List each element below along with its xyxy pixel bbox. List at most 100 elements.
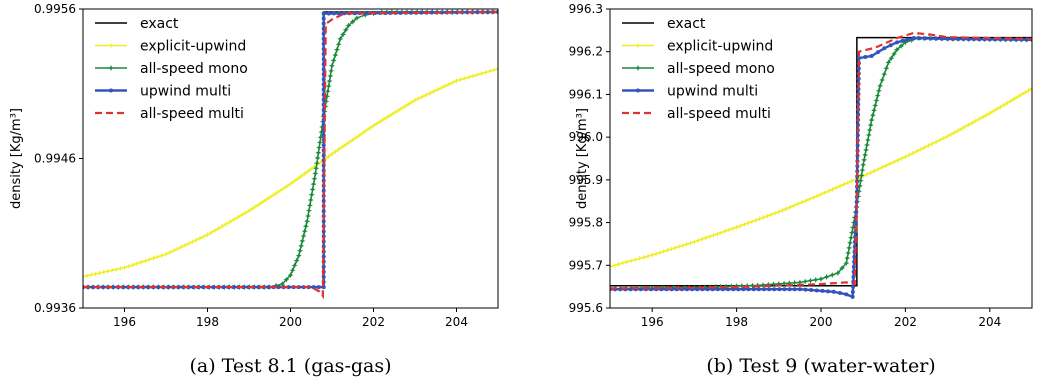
legend-label-all-speed-multi: all-speed multi	[667, 106, 771, 122]
series-marker-all-speed-mono	[864, 136, 871, 143]
series-marker-upwind-multi	[398, 10, 403, 15]
series-marker-explicit-upwind	[849, 178, 854, 184]
series-marker-upwind-multi	[767, 287, 772, 292]
series-marker-upwind-multi	[863, 55, 868, 60]
series-marker-upwind-multi	[856, 56, 861, 61]
series-marker-all-speed-mono	[770, 281, 777, 288]
series-marker-explicit-upwind	[147, 257, 152, 262]
series-marker-all-speed-mono	[313, 160, 320, 167]
series-marker-explicit-upwind	[837, 183, 843, 189]
series-marker-all-speed-mono	[874, 92, 881, 99]
series-marker-explicit-upwind	[780, 208, 785, 213]
series-marker-explicit-upwind	[420, 94, 425, 99]
series-marker-upwind-multi	[316, 285, 321, 290]
series-marker-explicit-upwind	[126, 264, 131, 269]
series-marker-all-speed-mono	[856, 182, 863, 189]
series-marker-explicit-upwind	[962, 124, 968, 129]
series-marker-all-speed-mono	[786, 280, 793, 287]
series-marker-upwind-multi	[331, 11, 336, 16]
series-marker-explicit-upwind	[680, 243, 686, 248]
series-marker-upwind-multi	[820, 288, 825, 293]
series-marker-explicit-upwind	[178, 244, 184, 250]
series-marker-explicit-upwind	[97, 270, 102, 276]
series-marker-explicit-upwind	[239, 212, 244, 218]
series-marker-explicit-upwind	[205, 232, 210, 237]
series-marker-upwind-multi	[772, 287, 777, 292]
series-marker-explicit-upwind	[807, 196, 812, 202]
series-marker-all-speed-mono	[872, 102, 879, 109]
series-marker-all-speed-mono	[670, 284, 677, 291]
series-marker-explicit-upwind	[336, 147, 342, 152]
series-marker-explicit-upwind	[193, 237, 199, 243]
series-marker-explicit-upwind	[167, 250, 172, 255]
series-marker-explicit-upwind	[466, 74, 472, 80]
series-marker-upwind-multi	[814, 288, 819, 293]
series-marker-all-speed-mono	[325, 83, 332, 90]
series-marker-explicit-upwind	[114, 267, 119, 272]
series-marker-explicit-upwind	[991, 108, 996, 114]
series-marker-all-speed-mono	[332, 52, 339, 59]
series-marker-explicit-upwind	[163, 251, 169, 257]
figure-caption: (b) Test 9 (water-water)	[706, 355, 935, 377]
series-marker-explicit-upwind	[884, 163, 889, 168]
series-marker-explicit-upwind	[822, 190, 828, 195]
series-marker-explicit-upwind	[1001, 102, 1007, 108]
series-marker-upwind-multi	[321, 77, 326, 82]
series-marker-explicit-upwind	[872, 168, 877, 173]
series-marker-all-speed-mono	[307, 197, 314, 204]
series-marker-upwind-multi	[782, 287, 787, 292]
plot-area	[610, 31, 1032, 299]
series-marker-all-speed-mono	[323, 98, 330, 105]
series-marker-all-speed-mono	[310, 181, 317, 188]
series-marker-explicit-upwind	[980, 114, 985, 120]
series-marker-explicit-upwind	[650, 252, 655, 258]
x-tick-label: 204	[445, 315, 468, 329]
series-marker-all-speed-mono	[330, 57, 337, 64]
series-marker-explicit-upwind	[83, 274, 86, 279]
series-marker-explicit-upwind	[357, 132, 362, 138]
series-marker-explicit-upwind	[994, 106, 1000, 112]
series-marker-all-speed-mono	[860, 161, 867, 168]
series-marker-upwind-multi	[321, 21, 326, 26]
series-marker-explicit-upwind	[333, 149, 338, 154]
series-marker-explicit-upwind	[722, 229, 728, 234]
series-marker-upwind-multi	[900, 38, 905, 43]
series-marker-all-speed-mono	[289, 267, 296, 274]
series-marker-all-speed-mono	[855, 188, 862, 195]
series-marker-all-speed-mono	[859, 167, 866, 174]
series-marker-explicit-upwind	[427, 90, 433, 96]
series-marker-all-speed-mono	[879, 77, 886, 84]
series-marker-upwind-multi	[736, 287, 741, 292]
series-marker-explicit-upwind	[661, 249, 666, 254]
series-marker-explicit-upwind	[703, 235, 709, 241]
series-marker-explicit-upwind	[159, 253, 165, 258]
series-marker-upwind-multi	[101, 285, 106, 290]
legend-label-all-speed-mono: all-speed mono	[667, 61, 775, 77]
series-marker-upwind-multi	[934, 36, 939, 41]
series-marker-explicit-upwind	[431, 89, 437, 94]
series-marker-all-speed-mono	[324, 93, 331, 100]
series-marker-explicit-upwind	[738, 223, 743, 229]
series-marker-upwind-multi	[854, 199, 859, 204]
x-tick-label: 198	[196, 315, 219, 329]
series-marker-upwind-multi	[321, 198, 326, 203]
series-marker-all-speed-mono	[759, 281, 766, 288]
legend-label-upwind-multi: upwind multi	[140, 84, 231, 100]
series-marker-explicit-upwind	[93, 271, 98, 277]
series-marker-explicit-upwind	[216, 226, 222, 231]
series-marker-explicit-upwind	[895, 158, 900, 163]
series-marker-all-speed-mono	[316, 139, 323, 146]
series-marker-all-speed-mono	[304, 218, 311, 225]
series-marker-all-speed-mono	[893, 46, 900, 53]
series-marker-explicit-upwind	[645, 253, 651, 259]
series-marker-explicit-upwind	[495, 66, 498, 71]
series-marker-explicit-upwind	[834, 185, 839, 190]
series-marker-all-speed-mono	[891, 50, 898, 57]
series-marker-all-speed-mono	[296, 247, 303, 254]
series-marker-explicit-upwind	[734, 225, 739, 230]
series-marker-all-speed-mono	[848, 229, 855, 236]
series-marker-explicit-upwind	[231, 217, 237, 222]
series-marker-all-speed-mono	[871, 107, 878, 114]
series-marker-explicit-upwind	[914, 149, 920, 154]
legend-marker-all-speed-mono	[108, 65, 114, 71]
